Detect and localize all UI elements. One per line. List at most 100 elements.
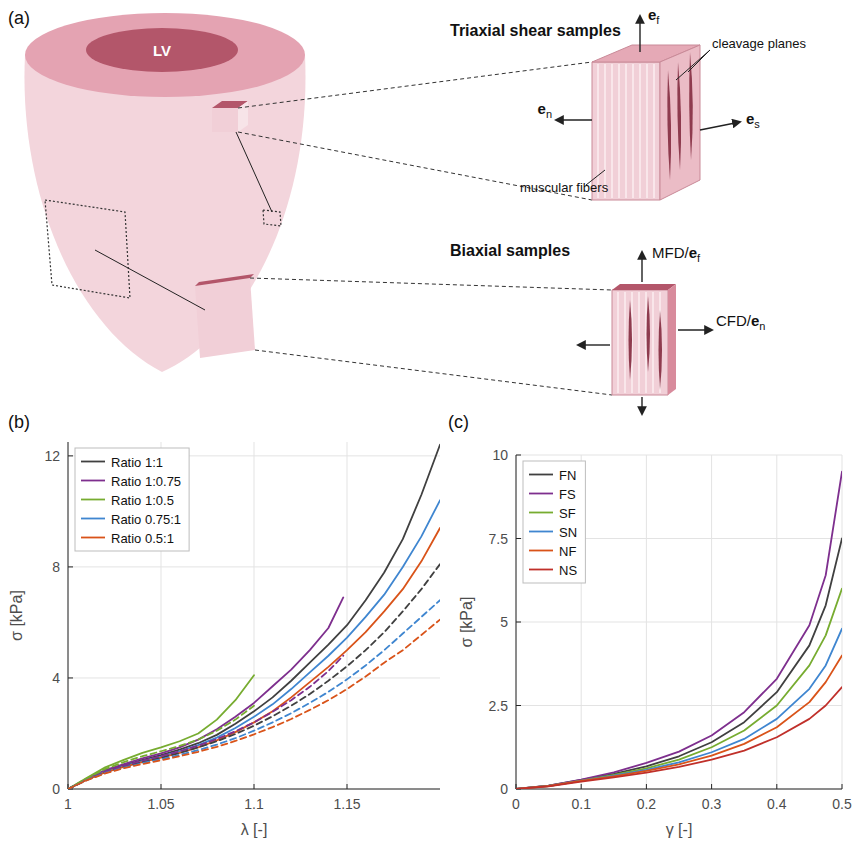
cleavage-plane (647, 296, 651, 372)
leader (586, 170, 605, 185)
vector-label: ef (648, 6, 660, 26)
fiber (624, 292, 626, 393)
legend-swatch (81, 480, 105, 482)
fiber (611, 64, 613, 198)
legend-label: Ratio 1:0.75 (111, 474, 181, 489)
cleavage-plane (659, 310, 663, 390)
legend: FN FS SF SN NF NS (523, 461, 585, 583)
cleavage-plane (667, 70, 671, 180)
y-tick (68, 455, 73, 456)
chart-panel: (b)11.051.11.1504812λ [-]σ [kPa]Ratio 1:… (8, 412, 440, 838)
slab-side (668, 284, 676, 395)
grid-line (842, 455, 843, 789)
x-tick-label: 0.2 (637, 796, 657, 812)
legend-swatch (529, 569, 553, 571)
figure: (a)LVTriaxial shear samplescleavage plan… (0, 0, 862, 864)
legend-box (523, 461, 585, 583)
series-line (516, 655, 842, 789)
link-line (236, 132, 272, 212)
vector-subscript: n (759, 320, 765, 332)
vector-symbol: e (751, 312, 759, 329)
series-line (516, 589, 842, 789)
y-tick-label: 4 (52, 670, 60, 686)
legend-swatch (529, 512, 553, 514)
leader (676, 50, 710, 80)
vector-label: MFD/ef (652, 244, 701, 264)
legend-label: Ratio 1:1 (111, 455, 163, 470)
legend-label: NS (559, 563, 577, 578)
heart-body (24, 55, 305, 372)
legend-swatch (81, 537, 105, 539)
y-tick (516, 622, 521, 623)
fiber (617, 292, 619, 393)
series-line (516, 687, 842, 789)
lv-cavity (86, 28, 238, 72)
x-tick-label: 0.4 (767, 796, 787, 812)
fiber (604, 64, 606, 198)
grid-line (254, 442, 255, 789)
arrow (578, 344, 610, 345)
fibers-label: muscular fibers (520, 180, 609, 195)
series-line (516, 629, 842, 789)
arrow (641, 252, 642, 282)
vector-symbol: e (538, 100, 546, 117)
fiber (632, 64, 634, 198)
vector-symbol: e (689, 244, 697, 261)
grid-line (68, 442, 69, 789)
vector-label: CFD/en (716, 312, 765, 332)
x-tick-label: 1.15 (333, 796, 360, 812)
zoom-line (250, 278, 612, 290)
y-tick-label: 12 (44, 448, 60, 464)
y-tick (516, 455, 521, 456)
fiber (639, 64, 641, 198)
slab-top (612, 284, 676, 290)
legend-label: NF (559, 544, 576, 559)
y-tick-label: 7.5 (489, 531, 509, 547)
legend-box (75, 448, 189, 551)
x-tick (776, 784, 777, 789)
legend-label: SN (559, 525, 577, 540)
fiber (645, 292, 647, 393)
panel-label: (c) (448, 412, 469, 432)
plot-area (516, 472, 842, 789)
series-line (68, 500, 440, 789)
y-tick (68, 566, 73, 567)
legend-swatch (529, 474, 553, 476)
x-tick-label: 0.3 (702, 796, 722, 812)
series-line (68, 564, 440, 789)
lv-label: LV (153, 42, 171, 59)
grid-line (516, 455, 842, 456)
y-axis-title: σ [kPa] (8, 590, 25, 641)
triaxial-title: Triaxial shear samples (450, 22, 621, 39)
x-tick (842, 784, 843, 789)
arrow (639, 16, 640, 52)
series-line (68, 445, 440, 789)
legend-label: FS (559, 487, 576, 502)
legend-label: SF (559, 506, 576, 521)
fiber (638, 292, 640, 393)
x-tick-label: 1.05 (147, 796, 174, 812)
legend-label: FN (559, 468, 576, 483)
legend-swatch (81, 499, 105, 501)
small-slab-front (195, 278, 255, 358)
vector-symbol: e (648, 6, 656, 23)
legend-label: Ratio 0.5:1 (111, 531, 174, 546)
y-axis (68, 442, 69, 789)
biaxial-region (45, 200, 130, 298)
cleavage-plane (629, 300, 633, 380)
triaxial-region (263, 210, 281, 226)
series-line (68, 600, 440, 789)
vector-subscript: f (656, 14, 660, 26)
x-tick-label: 1 (64, 796, 72, 812)
x-tick-label: 0 (512, 796, 520, 812)
grid-line (776, 455, 777, 789)
grid-line (347, 442, 348, 789)
legend-swatch (529, 531, 553, 533)
series-line (516, 472, 842, 789)
x-tick (254, 784, 255, 789)
x-tick (711, 784, 712, 789)
x-tick (161, 784, 162, 789)
fiber (653, 64, 655, 198)
x-axis-title: λ [-] (241, 821, 268, 838)
arrow (700, 122, 740, 130)
